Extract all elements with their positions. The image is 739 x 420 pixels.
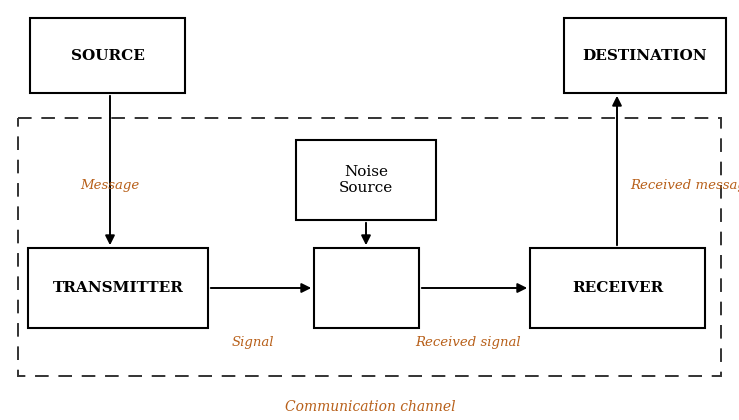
Bar [564, 18, 726, 93]
Bar [30, 18, 185, 93]
Bar [18, 118, 721, 376]
Bar [28, 248, 208, 328]
Text: TRANSMITTER: TRANSMITTER [52, 281, 183, 295]
Text: Signal: Signal [232, 336, 274, 349]
Bar [296, 140, 436, 220]
Bar [530, 248, 705, 328]
Text: Received signal: Received signal [415, 336, 521, 349]
Text: DESTINATION: DESTINATION [582, 48, 707, 63]
Text: Noise
Source: Noise Source [339, 165, 393, 195]
Text: SOURCE: SOURCE [70, 48, 144, 63]
Text: Message: Message [80, 178, 139, 192]
Text: Received message: Received message [630, 178, 739, 192]
Text: RECEIVER: RECEIVER [572, 281, 663, 295]
Text: Communication channel: Communication channel [285, 400, 455, 414]
Bar [314, 248, 419, 328]
